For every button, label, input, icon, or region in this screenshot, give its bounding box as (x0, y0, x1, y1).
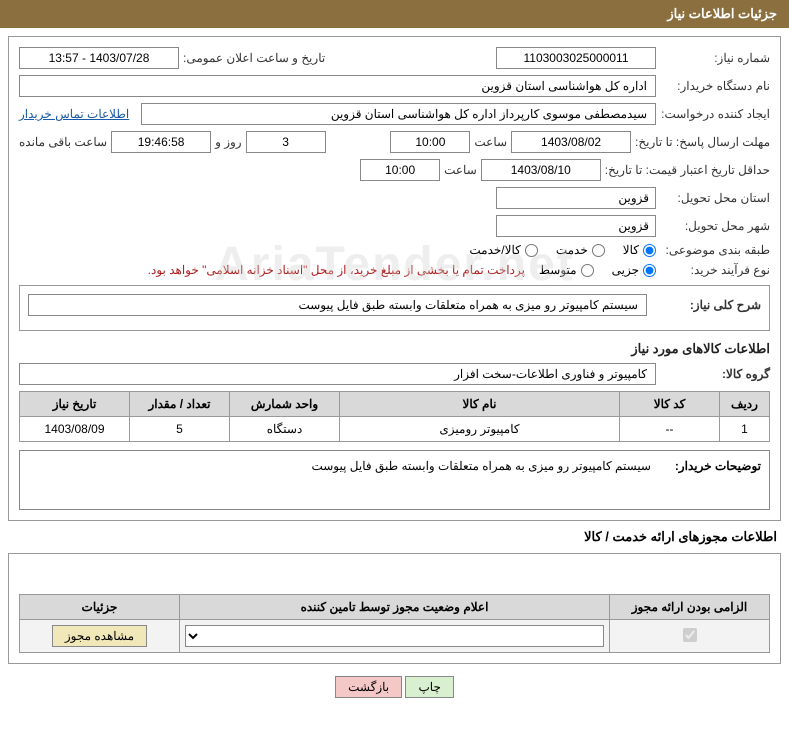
requester-label: ایجاد کننده درخواست: (660, 107, 770, 121)
min-validity-label: حداقل تاریخ اعتبار قیمت: تا تاریخ: (605, 163, 770, 177)
main-panel: AriaTender.net شماره نیاز: 1103003025000… (8, 36, 781, 521)
general-desc-box: شرح کلی نیاز: سیستم کامپیوتر رو میزی به … (19, 285, 770, 331)
buyer-notes-label: توضیحات خریدار: (651, 459, 761, 501)
cell-status (180, 620, 610, 653)
category-label: طبقه بندی موضوعی: (660, 243, 770, 257)
need-number-label: شماره نیاز: (660, 51, 770, 65)
license-row: مشاهده مجوز (20, 620, 770, 653)
goods-group-label: گروه کالا: (660, 367, 770, 381)
buyer-org-field: اداره کل هواشناسی استان قزوین (19, 75, 656, 97)
cell-unit: دستگاه (230, 417, 340, 442)
radio-both-label: کالا/خدمت (469, 243, 520, 257)
requester-field: سیدمصطفی موسوی کارپرداز اداره کل هواشناس… (141, 103, 656, 125)
license-panel: الزامی بودن ارائه مجوز اعلام وضعیت مجوز … (8, 553, 781, 664)
mandatory-checkbox (683, 628, 697, 642)
th-details: جزئیات (20, 595, 180, 620)
cell-date: 1403/08/09 (20, 417, 130, 442)
contact-link[interactable]: اطلاعات تماس خریدار (19, 107, 129, 121)
radio-small[interactable] (643, 264, 656, 277)
general-desc-label: شرح کلی نیاز: (651, 298, 761, 312)
cell-qty: 5 (130, 417, 230, 442)
th-code: کد کالا (620, 392, 720, 417)
cell-row: 1 (720, 417, 770, 442)
cell-name: کامپیوتر رومیزی (340, 417, 620, 442)
buyer-notes-box: توضیحات خریدار: سیستم کامپیوتر رو میزی ب… (19, 450, 770, 510)
remaining-time-field: 19:46:58 (111, 131, 211, 153)
buyer-notes-text: سیستم کامپیوتر رو میزی به همراه متعلقات … (28, 459, 651, 501)
cell-code: -- (620, 417, 720, 442)
th-unit: واحد شمارش (230, 392, 340, 417)
category-radio-service[interactable]: خدمت (556, 243, 605, 257)
days-field: 3 (246, 131, 326, 153)
payment-note: پرداخت تمام یا بخشی از مبلغ خرید، از محل… (148, 263, 525, 277)
radio-medium[interactable] (581, 264, 594, 277)
category-radio-both[interactable]: کالا/خدمت (469, 243, 537, 257)
back-button[interactable]: بازگشت (335, 676, 402, 698)
print-button[interactable]: چاپ (405, 676, 453, 698)
delivery-province-field: قزوین (496, 187, 656, 209)
status-select[interactable] (185, 625, 604, 647)
goods-info-title: اطلاعات کالاهای مورد نیاز (19, 341, 770, 357)
category-radio-group: کالا خدمت کالا/خدمت (469, 243, 656, 257)
process-radio-group: جزیی متوسط (539, 263, 656, 277)
license-table: الزامی بودن ارائه مجوز اعلام وضعیت مجوز … (19, 594, 770, 653)
th-date: تاریخ نیاز (20, 392, 130, 417)
radio-service[interactable] (592, 244, 605, 257)
announce-label: تاریخ و ساعت اعلان عمومی: (183, 51, 325, 65)
reply-date-field: 1403/08/02 (511, 131, 631, 153)
view-license-button[interactable]: مشاهده مجوز (52, 625, 147, 647)
min-validity-time-field: 10:00 (360, 159, 440, 181)
general-desc-field: سیستم کامپیوتر رو میزی به همراه متعلقات … (28, 294, 647, 316)
table-row: 1 -- کامپیوتر رومیزی دستگاه 5 1403/08/09 (20, 417, 770, 442)
process-radio-medium[interactable]: متوسط (539, 263, 594, 277)
announce-field: 1403/07/28 - 13:57 (19, 47, 179, 69)
need-number-field: 1103003025000011 (496, 47, 656, 69)
delivery-city-field: قزوین (496, 215, 656, 237)
cell-mandatory (610, 620, 770, 653)
time-label-1: ساعت (474, 135, 507, 149)
buyer-org-label: نام دستگاه خریدار: (660, 79, 770, 93)
license-section-title: اطلاعات مجوزهای ارائه خدمت / کالا (12, 529, 777, 545)
th-row: ردیف (720, 392, 770, 417)
time-label-2: ساعت (444, 163, 477, 177)
category-radio-goods[interactable]: کالا (623, 243, 656, 257)
page-title: جزئیات اطلاعات نیاز (667, 6, 777, 21)
th-qty: تعداد / مقدار (130, 392, 230, 417)
goods-table: ردیف کد کالا نام کالا واحد شمارش تعداد /… (19, 391, 770, 442)
goods-group-field: کامپیوتر و فناوری اطلاعات-سخت افزار (19, 363, 656, 385)
radio-goods[interactable] (643, 244, 656, 257)
process-label: نوع فرآیند خرید: (660, 263, 770, 277)
th-name: نام کالا (340, 392, 620, 417)
radio-small-label: جزیی (612, 263, 639, 277)
min-validity-date-field: 1403/08/10 (481, 159, 601, 181)
process-radio-small[interactable]: جزیی (612, 263, 656, 277)
reply-time-field: 10:00 (390, 131, 470, 153)
delivery-province-label: استان محل تحویل: (660, 191, 770, 205)
days-label: روز و (215, 135, 242, 149)
page-header: جزئیات اطلاعات نیاز (0, 0, 789, 28)
footer-buttons: چاپ بازگشت (0, 676, 789, 698)
remaining-label: ساعت باقی مانده (19, 135, 107, 149)
radio-medium-label: متوسط (539, 263, 577, 277)
th-status: اعلام وضعیت مجوز توسط تامین کننده (180, 595, 610, 620)
radio-service-label: خدمت (556, 243, 588, 257)
radio-goods-label: کالا (623, 243, 639, 257)
radio-both[interactable] (525, 244, 538, 257)
th-mandatory: الزامی بودن ارائه مجوز (610, 595, 770, 620)
cell-details: مشاهده مجوز (20, 620, 180, 653)
delivery-city-label: شهر محل تحویل: (660, 219, 770, 233)
reply-deadline-label: مهلت ارسال پاسخ: تا تاریخ: (635, 135, 770, 149)
